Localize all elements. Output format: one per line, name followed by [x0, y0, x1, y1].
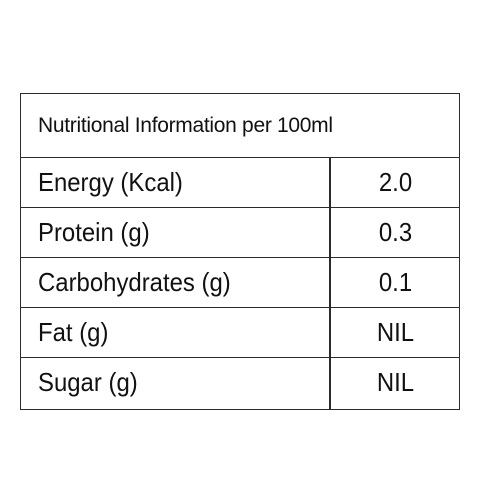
table-row-fat: Fat (g) NIL	[21, 308, 459, 358]
row-label: Carbohydrates (g)	[38, 267, 231, 297]
row-value: 0.1	[378, 267, 413, 297]
row-value: 2.0	[378, 167, 413, 197]
table-row-protein: Protein (g) 0.3	[21, 208, 459, 258]
table-title: Nutritional Information per 100ml	[38, 114, 333, 137]
nutrition-table: Nutritional Information per 100ml Energy…	[20, 93, 460, 410]
row-value: NIL	[376, 317, 415, 347]
row-label: Energy (Kcal)	[38, 167, 183, 197]
table-row-sugar: Sugar (g) NIL	[21, 358, 459, 408]
row-value: NIL	[376, 367, 415, 397]
table-row-energy: Energy (Kcal) 2.0	[21, 158, 459, 208]
row-label: Fat (g)	[38, 317, 109, 347]
table-row-carbohydrates: Carbohydrates (g) 0.1	[21, 258, 459, 308]
column-divider	[329, 158, 331, 410]
row-label: Sugar (g)	[38, 367, 138, 397]
table-header-row: Nutritional Information per 100ml	[21, 94, 459, 158]
row-label: Protein (g)	[38, 217, 150, 247]
row-value: 0.3	[378, 217, 413, 247]
